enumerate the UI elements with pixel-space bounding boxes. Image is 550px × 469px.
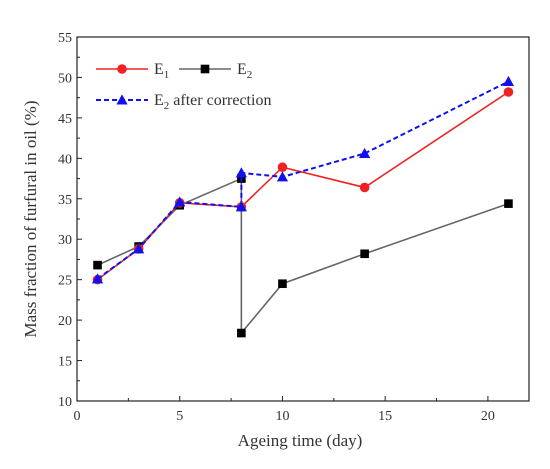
x-axis-label: Ageing time (day) [238,431,363,450]
y-tick-label: 30 [58,233,72,248]
plot-frame [76,36,530,402]
y-tick-label: 20 [58,314,72,329]
data-point [174,196,186,207]
legend: E1 E2 E2 after correction [96,61,271,112]
data-point [235,201,247,212]
data-point [359,147,371,158]
data-point [91,273,104,284]
data-point [200,64,210,74]
y-axis-label: Mass fraction of furfural in oil (%) [21,101,40,338]
axes [76,36,530,402]
data-point [117,64,127,74]
data-point [133,243,145,254]
legend-entry: E1 [96,61,169,81]
legend-entry: E2 [179,61,252,81]
data-point [116,94,128,105]
data-point [504,199,513,208]
y-tick-label: 45 [58,112,72,127]
data-point [276,171,289,182]
series-line [96,80,509,280]
y-tick-label: 10 [58,395,72,410]
y-tick-label: 50 [58,71,72,86]
data-point [237,328,246,338]
legend-label: E2 [237,61,252,81]
y-tick-label: 55 [58,31,72,46]
legend-label: E1 [154,61,169,81]
x-tick-label: 5 [176,409,183,424]
series-line [97,91,509,281]
x-tick-label: 20 [481,409,495,424]
legend-entry: E2 after correction [96,92,271,112]
data-point [278,279,287,289]
y-tick-label: 15 [58,355,72,370]
legend-label: E2 after correction [154,92,271,112]
series-e2-after-correction [91,75,515,284]
data-point [360,249,369,259]
ticks: 0 5 10 15 20 10 15 20 25 30 35 40 45 50 55 [58,31,495,424]
y-tick-label: 40 [58,152,72,167]
data-point [502,75,515,86]
series-e2 [93,174,513,338]
x-tick-label: 0 [74,409,81,424]
data-point [277,162,288,173]
x-tick-label: 15 [378,409,392,424]
x-tick-label: 10 [275,409,289,424]
data-point [503,87,514,97]
series-line [97,177,509,336]
y-tick-label: 35 [58,193,72,208]
data-point [93,260,102,270]
data-point [235,167,247,178]
y-tick-label: 25 [58,274,72,289]
series-e1 [92,87,514,285]
series [91,75,515,338]
data-point [359,182,370,193]
